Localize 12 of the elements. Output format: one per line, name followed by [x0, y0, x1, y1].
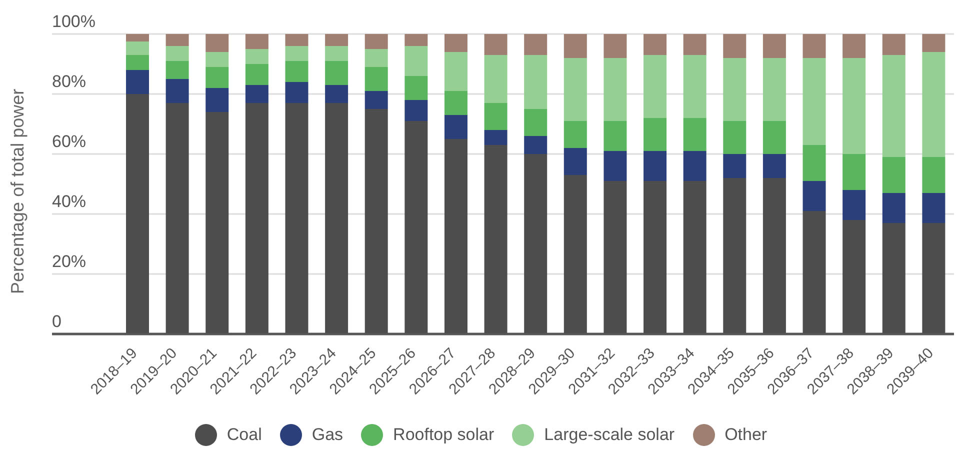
y-tick-label: 100% — [52, 12, 96, 31]
legend-label: Other — [724, 425, 768, 445]
legend-label: Gas — [312, 425, 344, 445]
y-tick-label: 20% — [52, 252, 86, 271]
y-tick-label: 80% — [52, 72, 86, 91]
y-tick-label: 0 — [52, 312, 62, 331]
y-tick-label: 60% — [52, 132, 86, 151]
legend-label: Rooftop solar — [393, 425, 494, 445]
y-tick-label: 40% — [52, 192, 86, 211]
y-axis-title: Percentage of total power — [7, 88, 28, 294]
legend-label: Large-scale solar — [544, 425, 675, 445]
legend-label: Coal — [226, 425, 262, 445]
